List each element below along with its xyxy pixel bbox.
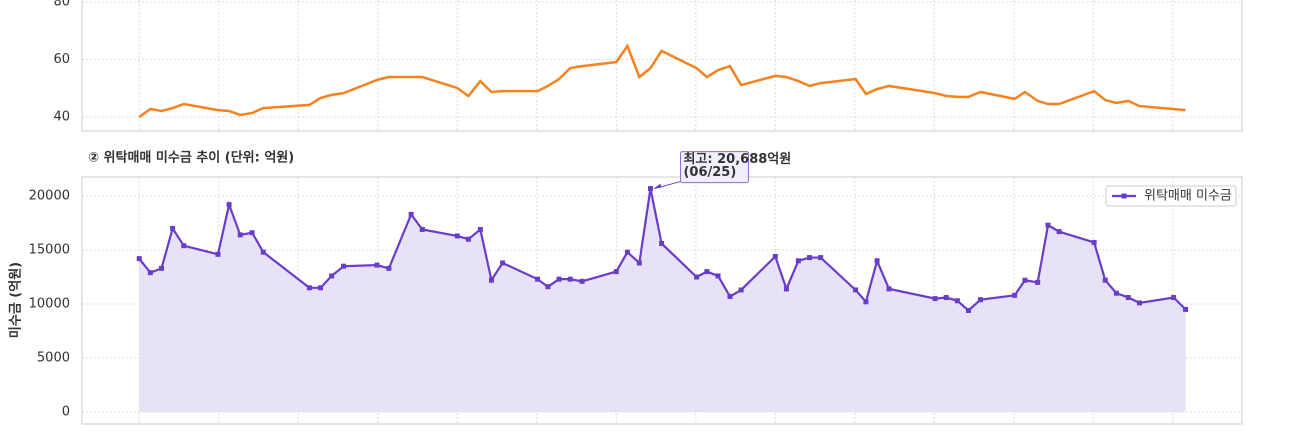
- marker: [977, 297, 983, 303]
- marker: [704, 269, 710, 275]
- line: [138, 43, 1186, 119]
- marker: [556, 276, 562, 282]
- marker: [465, 236, 471, 242]
- marker: [170, 225, 176, 231]
- marker: [853, 287, 859, 293]
- y-tick-label: 80: [53, 0, 70, 9]
- marker: [863, 299, 869, 305]
- line: [138, 188, 1187, 312]
- marker: [636, 260, 642, 266]
- y-tick-label: 10000: [29, 296, 70, 311]
- marker: [545, 284, 551, 290]
- annotation-text: (06/25): [683, 165, 736, 180]
- annotation-box: [679, 151, 749, 184]
- marker: [260, 249, 266, 255]
- marker: [408, 211, 414, 217]
- marker: [795, 258, 801, 264]
- marker: [1125, 295, 1131, 301]
- legend-label: 위탁매매 미수금: [1144, 189, 1232, 204]
- marker: [488, 277, 494, 283]
- marker: [874, 258, 880, 264]
- marker: [886, 286, 892, 292]
- marker: [1113, 290, 1119, 296]
- marker: [136, 256, 142, 262]
- marker: [215, 251, 221, 257]
- marker: [772, 253, 778, 259]
- chart-title: ② 위탁매매 미수금 추이 (단위: 억원): [88, 150, 294, 166]
- marker: [613, 269, 619, 275]
- marker: [659, 241, 665, 247]
- marker: [1056, 229, 1062, 235]
- marker: [965, 307, 971, 313]
- marker: [738, 287, 744, 293]
- marker: [647, 186, 653, 192]
- marker: [1171, 295, 1177, 301]
- plot-frame: [81, 0, 1243, 132]
- marker: [159, 265, 165, 271]
- y-axis-label: 미수금 (억원): [8, 262, 24, 338]
- plot-frame: [81, 176, 1243, 425]
- y-tick-label: 5000: [37, 351, 70, 366]
- marker: [579, 278, 585, 284]
- marker: [329, 273, 335, 279]
- marker: [1102, 277, 1108, 283]
- marker: [1183, 306, 1189, 312]
- y-tick-label: 15000: [29, 242, 70, 257]
- y-tick-label: 40: [53, 109, 70, 124]
- marker: [500, 260, 506, 266]
- marker: [341, 263, 347, 269]
- marker: [1136, 300, 1142, 306]
- marker: [624, 249, 630, 255]
- y-tick-label: 0: [62, 405, 70, 420]
- marker: [715, 273, 721, 279]
- y-tick-label: 20000: [29, 188, 70, 203]
- area-fill: [139, 188, 1186, 413]
- marker: [1022, 277, 1028, 283]
- legend-box: [1105, 185, 1237, 207]
- marker: [1012, 292, 1018, 298]
- marker: [727, 293, 733, 299]
- marker: [818, 255, 824, 261]
- annotation-text: 최고: 20,688억원: [683, 152, 791, 167]
- marker: [954, 298, 960, 304]
- marker: [567, 276, 573, 282]
- marker: [226, 202, 232, 208]
- marker: [783, 286, 789, 292]
- marker: [1045, 222, 1051, 228]
- marker: [454, 233, 460, 239]
- marker: [181, 243, 187, 249]
- annotation-arrowhead: [653, 183, 662, 189]
- marker: [1035, 279, 1041, 285]
- marker: [318, 285, 324, 291]
- marker: [237, 232, 243, 238]
- marker: [419, 226, 425, 232]
- legend-marker: [1121, 193, 1127, 199]
- marker: [1091, 239, 1097, 245]
- marker: [374, 262, 380, 268]
- marker: [535, 276, 541, 282]
- marker: [386, 265, 392, 271]
- marker: [306, 285, 312, 291]
- marker: [943, 295, 949, 301]
- marker: [477, 226, 483, 232]
- marker: [932, 296, 938, 302]
- marker: [147, 270, 153, 276]
- marker: [806, 255, 812, 261]
- marker: [694, 274, 700, 280]
- y-tick-label: 60: [53, 52, 70, 67]
- marker: [249, 230, 255, 236]
